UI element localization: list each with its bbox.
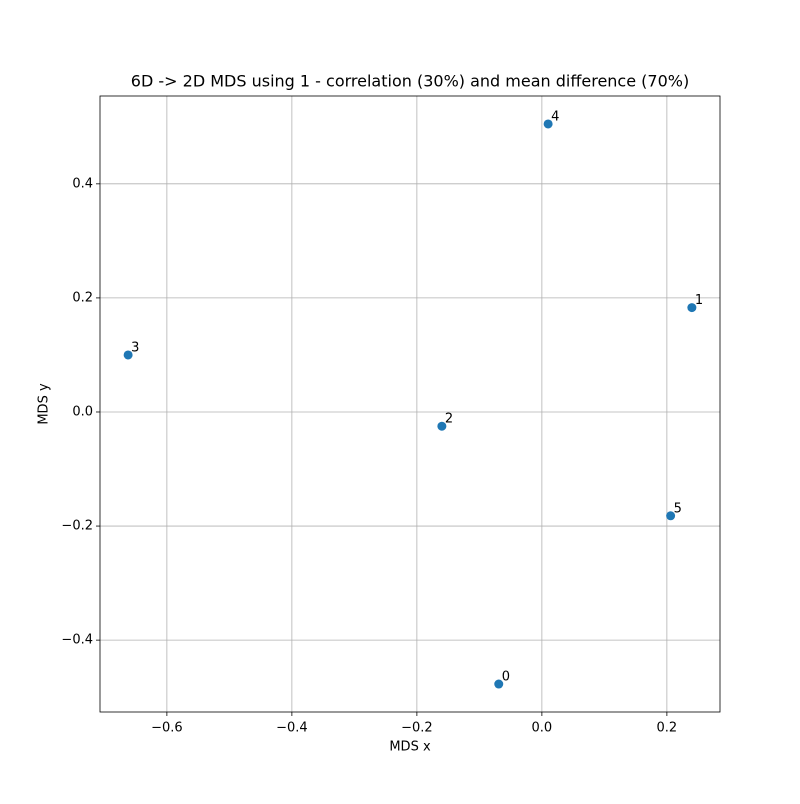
y-axis-label: MDS y xyxy=(37,383,52,425)
y-tick-label: 0.4 xyxy=(72,176,93,191)
grid: −0.6 −0.4 −0.2 0.0 0.2 −0.4 −0.2 0.0 0.2 0.4 xyxy=(61,96,720,736)
point xyxy=(123,350,133,360)
chart-title: 6D -> 2D MDS using 1 - correlation (30%)… xyxy=(131,72,689,91)
point xyxy=(494,679,504,689)
y-tick-label: 0.2 xyxy=(72,290,93,305)
y-tick-label: −0.4 xyxy=(61,633,93,648)
x-tick-label: 0.2 xyxy=(657,721,678,736)
y-tick-label: −0.2 xyxy=(61,519,93,534)
x-axis-label: MDS x xyxy=(389,740,431,755)
marks: 0 1 2 3 4 5 xyxy=(123,109,703,689)
point xyxy=(687,303,697,313)
y-tick-label: 0.0 xyxy=(72,404,93,419)
point-label: 0 xyxy=(502,670,510,685)
x-tick-label: −0.2 xyxy=(401,721,433,736)
point-label: 3 xyxy=(131,340,139,355)
point-label: 1 xyxy=(695,293,703,308)
point-label: 5 xyxy=(674,501,682,516)
point xyxy=(543,119,553,129)
x-tick-label: 0.0 xyxy=(532,721,553,736)
point xyxy=(437,421,447,431)
point xyxy=(666,511,676,521)
x-tick-label: −0.6 xyxy=(151,721,183,736)
plot-frame xyxy=(99,95,721,713)
point-label: 2 xyxy=(445,412,453,427)
point-label: 4 xyxy=(551,109,559,124)
x-tick-label: −0.4 xyxy=(276,721,308,736)
